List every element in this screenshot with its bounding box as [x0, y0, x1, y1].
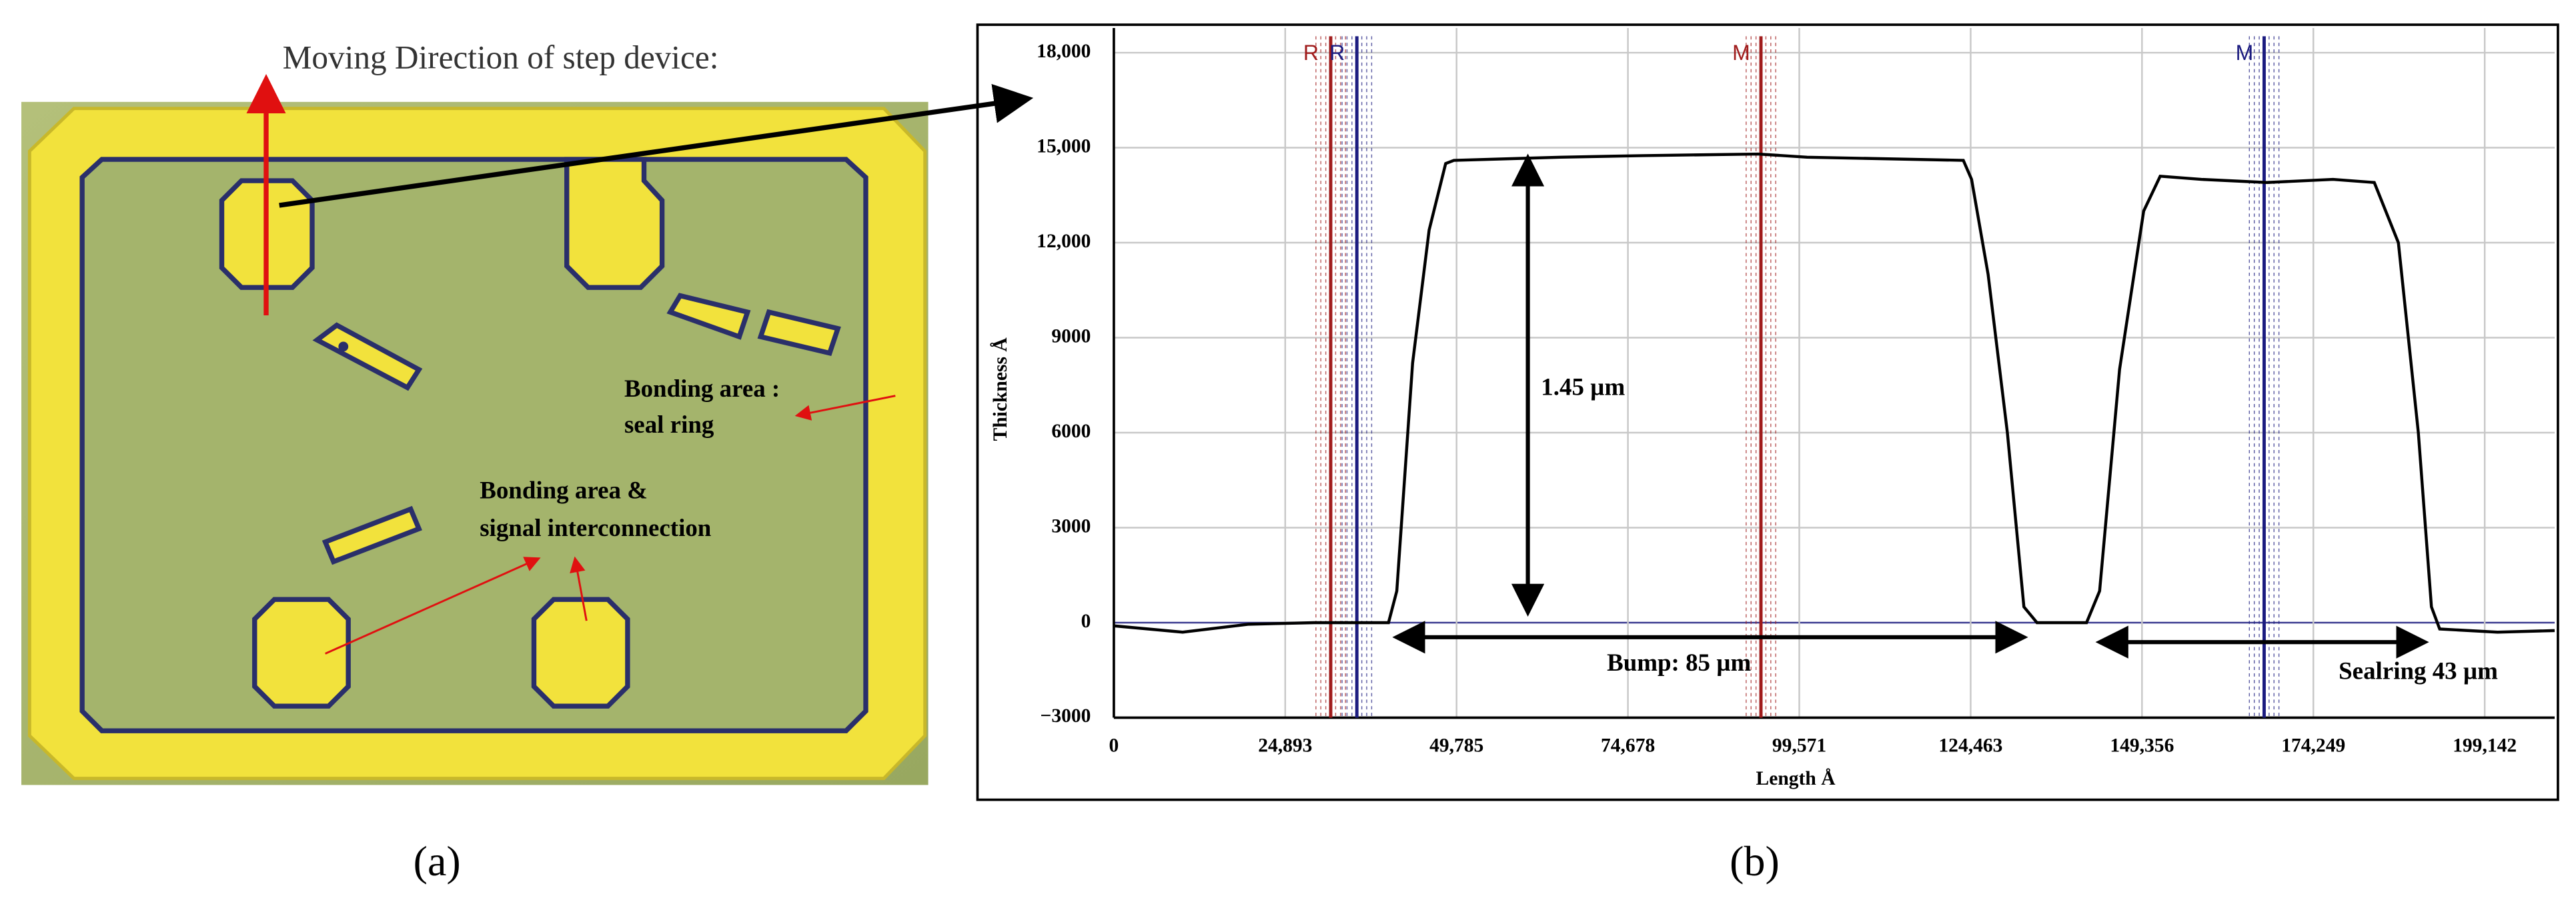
profile-line: [1113, 152, 2555, 634]
panel-label: (a): [414, 837, 461, 885]
y-axis-label: Thickness Å: [990, 337, 1011, 441]
annotation: 1.45 µm: [1541, 373, 1625, 400]
y-tick-label: 15,000: [1037, 135, 1091, 157]
y-tick-label: 0: [1081, 611, 1091, 632]
annotation: Bonding area :: [624, 375, 780, 402]
x-tick-label: 24,893: [1258, 735, 1312, 757]
x-tick-label: 149,356: [2110, 735, 2174, 757]
x-tick-label: 124,463: [1938, 735, 2002, 757]
annotation: Bonding area &: [480, 477, 648, 504]
y-tick-label: 3000: [1051, 515, 1091, 537]
x-tick-label: 99,571: [1772, 735, 1826, 757]
x-axis-label: Length Å: [1756, 768, 1836, 789]
y-tick-label: 18,000: [1037, 41, 1091, 62]
y-tick-label: 9000: [1051, 325, 1091, 347]
cursor-label: R: [1303, 41, 1319, 65]
x-tick-label: 174,249: [2281, 735, 2345, 757]
annotation: seal ring: [624, 411, 714, 438]
x-tick-label: 49,785: [1429, 735, 1483, 757]
annotation: Sealring 43 µm: [2339, 657, 2498, 684]
y-tick-label: 12,000: [1037, 231, 1091, 252]
arrow-caption: Moving Direction of step device:: [283, 39, 719, 76]
micrograph: [21, 73, 1034, 785]
y-tick-label: −3000: [1041, 705, 1091, 727]
plot-area: [1113, 28, 2555, 718]
annotation: Bump: 85 µm: [1607, 649, 1751, 676]
annotation: signal interconnection: [480, 514, 711, 541]
x-tick-label: 199,142: [2453, 735, 2517, 757]
cursor-label: R: [1329, 41, 1345, 65]
panel-label: (b): [1730, 837, 1780, 885]
y-tick-label: 6000: [1051, 421, 1091, 442]
x-tick-label: 74,678: [1601, 735, 1655, 757]
x-tick-label: 0: [1109, 735, 1119, 757]
cursor-label: M: [2236, 41, 2254, 65]
cursor-label: M: [1732, 41, 1750, 65]
chart-frame: [976, 23, 2559, 801]
